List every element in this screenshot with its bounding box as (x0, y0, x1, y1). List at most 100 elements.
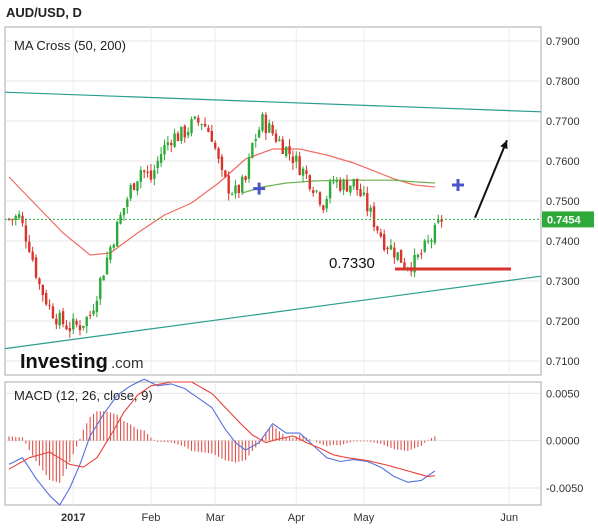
candle-body (200, 124, 203, 126)
candle-body (328, 181, 332, 199)
price-tick-label: 0.7100 (546, 356, 580, 368)
candle-body (213, 142, 217, 149)
candle-body (166, 142, 170, 146)
candle-body (88, 315, 92, 317)
candle-body (156, 160, 159, 169)
candle-body (227, 175, 230, 194)
candle-body (129, 185, 132, 199)
candle-body (440, 219, 443, 222)
chart-symbol-title: AUD/USD, D (6, 5, 82, 20)
macd-title: MACD (12, 26, close, 9) (14, 388, 153, 403)
candle-body (28, 241, 31, 252)
price-tick-label: 0.7900 (546, 36, 580, 48)
candle-body (122, 208, 126, 216)
ma50-line (8, 148, 435, 256)
candle-body (31, 251, 34, 260)
candle-body (295, 155, 298, 162)
time-axis: 2017 Feb Mar Apr May Jun (61, 512, 518, 524)
candle-body (193, 116, 197, 119)
candle-body (119, 214, 122, 224)
candle-body (72, 318, 75, 330)
candle-body (288, 146, 291, 155)
candle-body (153, 170, 156, 179)
candle-body (426, 240, 430, 242)
candle-body (420, 253, 423, 255)
candle-body (126, 199, 129, 207)
candle-body (55, 318, 58, 325)
candle-body (423, 240, 426, 252)
candle-body (372, 206, 376, 227)
candle-body (254, 139, 257, 141)
time-tick-label: Apr (288, 512, 305, 524)
candle-body (386, 247, 389, 250)
candle-body (241, 176, 244, 193)
candle-body (99, 278, 102, 300)
macd-lines (8, 378, 436, 506)
candle-body (44, 293, 48, 305)
candle-body (197, 117, 200, 123)
candle-body (389, 245, 393, 250)
candle-body (163, 144, 166, 155)
candle-body (58, 312, 61, 326)
candle-body (51, 306, 55, 319)
candle-body (382, 234, 386, 250)
time-tick-label: May (354, 512, 375, 524)
macd-tick-label: -0.0050 (546, 483, 583, 495)
projection-arrowhead (500, 140, 508, 150)
candle-body (399, 249, 403, 263)
candle-body (413, 254, 416, 273)
support-label: 0.7330 (329, 255, 375, 272)
current-price-tag: 0.7454 (542, 211, 594, 228)
price-tick-label: 0.7800 (546, 76, 580, 88)
candle-body (220, 156, 224, 171)
candle-body (437, 220, 440, 223)
upper-trendline (4, 91, 542, 113)
candle-body (325, 199, 328, 209)
candle-body (173, 133, 176, 147)
candle-body (136, 181, 139, 191)
candle-body (271, 124, 274, 134)
candle-body (230, 194, 234, 196)
candle-body (339, 180, 342, 191)
candle-body (139, 170, 143, 182)
candle-body (38, 278, 41, 285)
price-tick-label: 0.7300 (546, 276, 580, 288)
price-tick-label: 0.7200 (546, 316, 580, 328)
candle-body (224, 170, 227, 177)
candle-body (24, 225, 28, 242)
current-price-tag-label: 0.7454 (547, 214, 582, 226)
candle-body (180, 126, 183, 141)
trendlines (4, 91, 542, 350)
time-tick-label: Feb (141, 512, 160, 524)
candle-body (75, 320, 78, 325)
candle-body (393, 247, 396, 258)
candle-body (207, 127, 210, 133)
candle-body (251, 143, 254, 158)
candle-body (257, 129, 261, 138)
ma200-line (242, 179, 435, 194)
candle-body (247, 157, 251, 179)
candle-body (322, 205, 325, 210)
macd-axis: 0.0050 0.0000 -0.0050 (546, 388, 583, 495)
candle-body (186, 131, 190, 136)
candle-body (318, 192, 322, 205)
candle-body (17, 214, 21, 219)
candle-body (85, 316, 88, 327)
candle-body (379, 232, 382, 237)
candle-body (234, 185, 237, 194)
candle-body (203, 123, 207, 127)
candle-body (14, 216, 17, 220)
price-tick-label: 0.7600 (546, 156, 580, 168)
price-gridlines (5, 27, 541, 375)
candle-body (301, 168, 305, 176)
lower-trendline (4, 275, 542, 350)
candle-body (48, 304, 51, 306)
candle-body (176, 133, 180, 142)
logo-investing: Investing (20, 351, 108, 373)
candle-body (112, 244, 115, 248)
candle-body (281, 139, 284, 154)
candle-body (403, 262, 406, 268)
candle-body (274, 133, 278, 142)
candle-body (332, 181, 335, 183)
